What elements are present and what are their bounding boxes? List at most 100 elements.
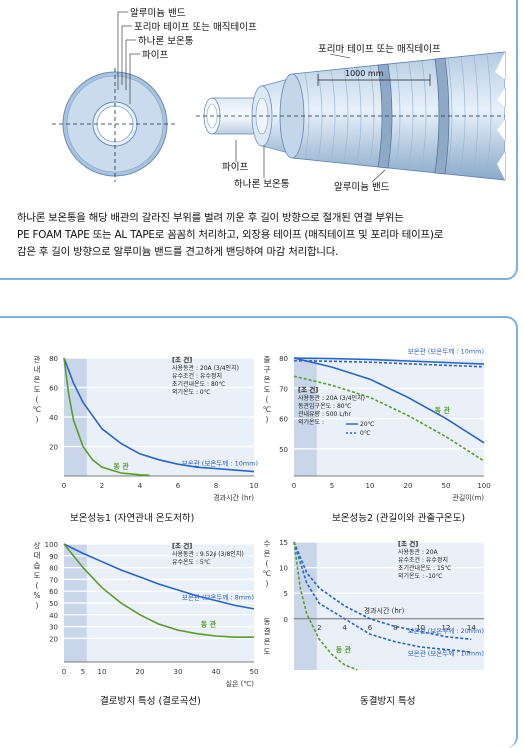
x-tick-label: 2 xyxy=(100,482,104,490)
y-axis-label: 도 xyxy=(34,385,41,394)
legend-label-0c: 0℃ xyxy=(360,430,371,437)
x-axis-label: 경과시간 (hr) xyxy=(364,606,405,615)
x-tick-label: 4 xyxy=(138,482,143,490)
chart-conditions: 초기관내온도 : 15℃ xyxy=(398,564,452,572)
y-tick-label: 60 xyxy=(279,416,288,424)
x-axis-label: 실온 (℃) xyxy=(226,679,255,688)
installation-description: 하나론 보온통을 해당 배관의 갈라진 부위를 벌려 끼운 후 길이 방향으로 … xyxy=(17,210,512,261)
y-axis-label: % xyxy=(33,591,40,600)
y-tick-label: 40 xyxy=(49,612,58,620)
y-tick-label: 100 xyxy=(45,541,58,549)
y-axis-label: 관 xyxy=(34,354,41,364)
y-tick-label: 80 xyxy=(49,355,58,363)
x-tick-label: 20 xyxy=(404,482,413,490)
x-tick-label: 100 xyxy=(477,482,490,490)
chart-conditions: [조 건] xyxy=(172,541,192,550)
series-label-20mm: 보온관 (보온두께 : 20mm) xyxy=(408,626,484,635)
x-tick-label: 40 xyxy=(212,668,221,676)
label-aluminum-band: 알루미늄 밴드 xyxy=(130,8,186,19)
y-axis-label: 습 xyxy=(34,561,41,570)
installation-diagram: 알루미늄 밴드 포리마 테이프 또는 매직테이프 하나론 보온통 파이프 xyxy=(52,8,511,193)
y-tick-label: 40 xyxy=(49,414,58,422)
x-tick-label: 30 xyxy=(174,668,183,676)
y-tick-label: 0 xyxy=(284,616,288,624)
y-axis-label: ( xyxy=(36,581,39,590)
y-tick-label: 20 xyxy=(49,635,58,643)
chart-insulation-1: 20 40 60 80 0 2 4 6 8 10 관내온도(℃) 경과시간 (hr) [조 건]사용동관… xyxy=(33,354,259,502)
y-axis-label: 수 xyxy=(264,539,271,548)
y-axis-label-freeze: 동 xyxy=(264,617,271,626)
y-axis-label-freeze: 온 xyxy=(264,637,271,646)
y-axis-label: ( xyxy=(266,559,269,568)
y-axis-label: 온 xyxy=(264,549,271,558)
chart-conditions: 외기온도 : 0℃ xyxy=(172,388,211,396)
chart-conditions: [조 건] xyxy=(298,385,318,394)
chart-conditions: 초기관내온도 : 80℃ xyxy=(172,380,226,388)
x-tick-label: 0 xyxy=(292,482,296,490)
x-tick-label: 2 xyxy=(317,624,321,632)
y-tick-label: 80 xyxy=(279,355,288,363)
chart-conditions: 관내유량 : 500 L/hr xyxy=(298,410,351,418)
x-tick-label: 6 xyxy=(176,482,181,490)
series-label-insulated: 보온관 (보온두께 : 10mm) xyxy=(408,348,484,355)
y-axis-label: 내 xyxy=(34,365,41,374)
x-tick-label: 0 xyxy=(62,668,66,676)
chart-4-title: 동결방지 특성 xyxy=(360,696,416,707)
x-axis-label: 경과시간 (hr) xyxy=(213,493,254,502)
y-tick-label: 20 xyxy=(49,444,58,452)
y-axis-label: ( xyxy=(266,395,269,404)
chart-conditions: 외기온도 : -10℃ xyxy=(398,572,443,580)
x-axis-label: 관길이(m) xyxy=(452,493,484,502)
description-line: 감은 후 길이 방향으로 알루미늄 밴드를 견고하게 밴딩하여 마감 처리합니다… xyxy=(17,246,339,258)
x-tick-label: 8 xyxy=(214,482,218,490)
plot-area xyxy=(294,542,484,670)
plot-area xyxy=(294,358,484,476)
chart-1-title: 보온성능1 (자연관내 온도저하) xyxy=(70,513,195,524)
label-outer-tape: 포리마 테이프 또는 매직테이프 xyxy=(318,44,441,55)
description-line: 하나론 보온통을 해당 배관의 갈라진 부위를 벌려 끼운 후 길이 방향으로 … xyxy=(17,212,404,224)
series-label-copper: 동 관 xyxy=(113,462,129,471)
chart-3-title: 결로방지 특성 (결로곡선) xyxy=(100,696,201,707)
y-tick-label: 80 xyxy=(49,565,58,573)
y-tick-label: 5 xyxy=(284,590,288,598)
x-tick-label: 4 xyxy=(342,624,347,632)
series-line-insulated-0c xyxy=(293,359,485,368)
series-label-copper: 동 관 xyxy=(435,406,451,415)
chart-conditions: 사용동관 : 20A (3/4인치) xyxy=(298,394,365,402)
series-label-copper: 동 관 xyxy=(201,620,217,629)
y-axis-label-freeze: 도 xyxy=(264,647,271,656)
x-tick-label: 6 xyxy=(368,624,373,632)
series-line-copper xyxy=(63,543,254,638)
chart-conditions: 사용동관 : 20A (3/4인치) xyxy=(172,364,239,372)
legend-label-20c: 20℃ xyxy=(360,421,375,428)
chart-conditions: 유수조건 : 유수정지 xyxy=(172,372,222,380)
chart-2-title: 보온성능2 (관길이와 관출구온도) xyxy=(332,513,466,524)
x-tick-label: 5 xyxy=(330,482,334,490)
label-pipe-right: 파이프 xyxy=(222,162,248,173)
chart-conditions: 동관입구온도 : 80℃ xyxy=(298,402,352,410)
y-axis-label: ) xyxy=(36,415,39,424)
x-tick-label: 10 xyxy=(416,624,425,632)
x-tick-label: 50 xyxy=(250,668,259,676)
y-axis-label: ) xyxy=(266,579,269,588)
y-axis-label: ( xyxy=(36,395,39,404)
y-axis-label: 도 xyxy=(34,571,41,580)
x-tick-label: 12 xyxy=(442,624,451,632)
y-axis-label: 온 xyxy=(264,375,271,384)
y-tick-label: 50 xyxy=(279,446,288,454)
x-tick-label: 10 xyxy=(366,482,375,490)
y-tick-label: 15 xyxy=(279,539,288,547)
series-line-insulated-10mm xyxy=(293,541,472,653)
y-tick-label: 50 xyxy=(49,600,58,608)
cross-section xyxy=(52,11,178,182)
series-label-insulated: 보온관 (보온두께 : 8mm) xyxy=(182,592,254,601)
series-label-insulated: 보온관 (보온두께 : 10mm) xyxy=(182,459,258,468)
x-tick-label: 50 xyxy=(442,482,451,490)
chart-conditions: 유수온도 : 5℃ xyxy=(172,559,211,566)
description-line: PE FOAM TAPE 또는 AL TAPE로 꼼꼼히 처리하고, 외장용 테… xyxy=(17,229,444,241)
x-tick-label: 10 xyxy=(250,482,259,490)
x-tick-label: 8 xyxy=(393,624,397,632)
series-line-copper-20c xyxy=(293,357,485,444)
series-line-insulated xyxy=(63,543,255,610)
